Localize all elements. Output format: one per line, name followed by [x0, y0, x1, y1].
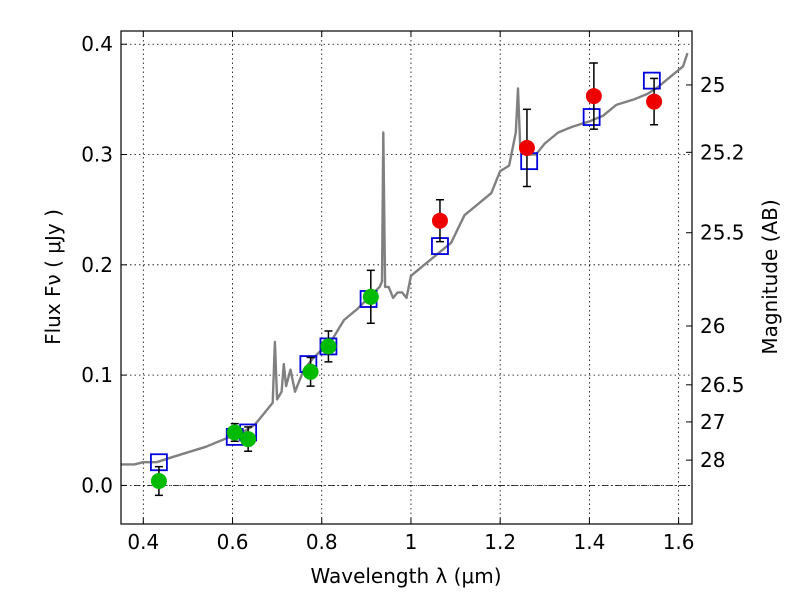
x-axis-title-text: Wavelength λ (μm) [310, 564, 501, 588]
mag-tick-label: 25.5 [700, 221, 745, 245]
x-tick-label: 0.8 [306, 530, 338, 554]
observed-point-green [240, 431, 257, 448]
mag-tick-label: 27 [700, 410, 725, 434]
y-axis-title-text: Flux Fν ( μJy ) [41, 209, 65, 345]
y2-axis-title-text: Magnitude (AB) [758, 199, 782, 354]
axis-ticks: 0.4 0.6 0.8 1 1.2 1.4 1.6 0.0 0.1 0.2 0.3 0.4 25 25.2… [81, 31, 745, 554]
observed-point-red [518, 139, 535, 156]
y-tick-label: 0.0 [81, 473, 113, 497]
y2-axis-title: Magnitude (AB) [758, 199, 782, 354]
observed-point-green [226, 424, 243, 441]
y-tick-label: 0.2 [81, 253, 113, 277]
plot-area [121, 52, 689, 497]
observed-point-green [302, 363, 319, 380]
x-tick-label: 1.6 [663, 530, 695, 554]
observed-point-green [320, 338, 337, 355]
observed-point-red [585, 88, 602, 105]
mag-tick-label: 28 [700, 448, 725, 472]
model-spectrum-line [121, 52, 689, 466]
y-axis-title: Flux Fν ( μJy ) [41, 209, 65, 345]
model-photometry-square [582, 108, 601, 126]
observed-point-green [150, 472, 167, 489]
y-tick-label: 0.4 [81, 32, 113, 56]
mag-tick-label: 26 [700, 314, 725, 338]
x-tick-label: 1.2 [484, 530, 516, 554]
mag-tick-label: 25 [700, 73, 725, 97]
mag-tick-label: 26.5 [700, 373, 745, 397]
x-axis-title: Wavelength λ (μm) [310, 564, 501, 588]
plot-frame [120, 30, 693, 525]
x-tick-label: 0.4 [127, 530, 159, 554]
observed-point-red [646, 93, 663, 110]
x-tick-label: 1.4 [573, 530, 605, 554]
observed-point-green [362, 288, 379, 305]
grid-lines [121, 31, 692, 524]
observed-point-red [431, 212, 448, 229]
y-tick-label: 0.1 [81, 363, 113, 387]
x-tick-label: 0.6 [217, 530, 249, 554]
model-photometry-square [642, 71, 661, 90]
y-tick-label: 0.3 [81, 143, 113, 167]
mag-tick-label: 25.2 [700, 140, 745, 164]
x-tick-label: 1 [405, 530, 418, 554]
